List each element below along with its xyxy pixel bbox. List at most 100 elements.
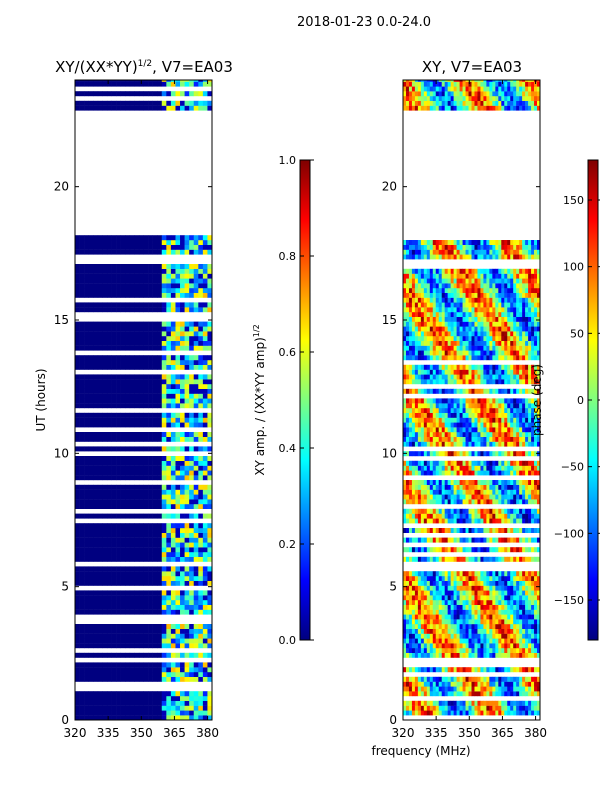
heatmap-cell	[498, 460, 502, 466]
heatmap-cell	[97, 700, 103, 706]
heatmap-cell	[510, 494, 514, 500]
heatmap-cell	[405, 499, 410, 505]
heatmap-cell	[88, 249, 94, 255]
heatmap-cell	[175, 379, 181, 385]
heatmap-cell	[180, 321, 185, 327]
heatmap-cell	[134, 456, 140, 461]
heatmap-cell	[510, 417, 514, 423]
heatmap-cell	[148, 595, 153, 601]
heatmap-cell	[138, 556, 144, 562]
heatmap-cell	[447, 667, 451, 673]
heatmap-cell	[106, 326, 112, 332]
heatmap-cell	[175, 523, 181, 529]
heatmap-cell	[198, 710, 204, 716]
heatmap-cell	[510, 412, 514, 418]
heatmap-cell	[152, 364, 158, 370]
heatmap-cell	[134, 542, 140, 548]
heatmap-cell	[116, 331, 121, 337]
heatmap-cell	[429, 648, 434, 653]
heatmap-cell	[129, 624, 135, 629]
heatmap-cell	[75, 691, 80, 697]
heatmap-cell	[450, 628, 454, 634]
heatmap-cell	[152, 249, 158, 255]
heatmap-cell	[88, 624, 94, 629]
heatmap-cell	[125, 384, 131, 389]
heatmap-cell	[79, 633, 85, 639]
heatmap-cell	[456, 648, 460, 653]
heatmap-cell	[180, 542, 185, 548]
heatmap-cell	[429, 676, 434, 682]
heatmap-cell	[459, 609, 463, 615]
heatmap-cell	[106, 244, 112, 250]
heatmap-cell	[134, 705, 140, 711]
heatmap-cell	[537, 609, 540, 615]
heatmap-cell	[426, 427, 431, 433]
heatmap-cell	[79, 326, 85, 332]
heatmap-cell	[152, 542, 158, 548]
heatmap-cell	[207, 340, 212, 346]
heatmap-cell	[138, 484, 144, 490]
heatmap-cell	[465, 388, 469, 394]
heatmap-cell	[157, 292, 163, 298]
heatmap-cell	[166, 547, 172, 553]
heatmap-cell	[102, 412, 108, 418]
heatmap-cell	[516, 667, 520, 673]
heatmap-cell	[486, 609, 490, 615]
heatmap-cell	[414, 604, 419, 610]
heatmap-cell	[480, 691, 484, 697]
heatmap-cell	[79, 609, 85, 615]
heatmap-cell	[510, 436, 514, 442]
heatmap-cell	[143, 638, 149, 644]
heatmap-cell	[175, 307, 181, 313]
heatmap-cell	[88, 662, 94, 668]
heatmap-cell	[516, 619, 520, 625]
heatmap-cell	[184, 278, 190, 284]
heatmap-cell	[459, 700, 463, 706]
heatmap-cell	[417, 427, 422, 433]
heatmap-cell	[519, 710, 523, 716]
heatmap-cell	[106, 528, 112, 533]
heatmap-cell	[180, 504, 185, 509]
heatmap-cell	[111, 489, 117, 495]
heatmap-cell	[97, 504, 103, 509]
heatmap-cell	[180, 484, 185, 490]
heatmap-cell	[456, 494, 460, 500]
heatmap-cell	[134, 105, 140, 111]
heatmap-cell	[93, 456, 99, 461]
heatmap-cell	[519, 643, 523, 649]
heatmap-cell	[474, 590, 478, 596]
heatmap-cell	[513, 700, 517, 706]
heatmap-cell	[116, 446, 121, 452]
heatmap-cell	[513, 705, 517, 711]
heatmap-cell	[148, 422, 153, 428]
heatmap-cell	[111, 235, 117, 241]
heatmap-cell	[522, 451, 526, 457]
heatmap-cell	[97, 595, 103, 601]
heatmap-cell	[116, 244, 121, 250]
heatmap-cell	[143, 633, 149, 639]
heatmap-cell	[411, 436, 416, 442]
heatmap-cell	[450, 638, 454, 644]
heatmap-cell	[426, 508, 431, 514]
heatmap-cell	[447, 580, 451, 586]
heatmap-cell	[441, 518, 445, 524]
heatmap-cell	[111, 91, 117, 97]
heatmap-cell	[462, 633, 466, 639]
heatmap-cell	[471, 494, 475, 500]
heatmap-cell	[513, 667, 517, 673]
heatmap-cell	[403, 441, 407, 447]
heatmap-cell	[79, 590, 85, 596]
heatmap-cell	[429, 480, 434, 485]
heatmap-cell	[414, 398, 419, 404]
heatmap-cell	[161, 499, 167, 505]
heatmap-cell	[420, 513, 425, 519]
heatmap-cell	[75, 403, 80, 409]
heatmap-cell	[102, 523, 108, 529]
heatmap-cell	[161, 105, 167, 111]
heatmap-cell	[417, 436, 422, 442]
heatmap-cell	[102, 331, 108, 337]
heatmap-cell	[510, 537, 514, 543]
heatmap-cell	[102, 393, 108, 399]
heatmap-cell	[120, 609, 126, 615]
heatmap-cell	[426, 489, 431, 495]
